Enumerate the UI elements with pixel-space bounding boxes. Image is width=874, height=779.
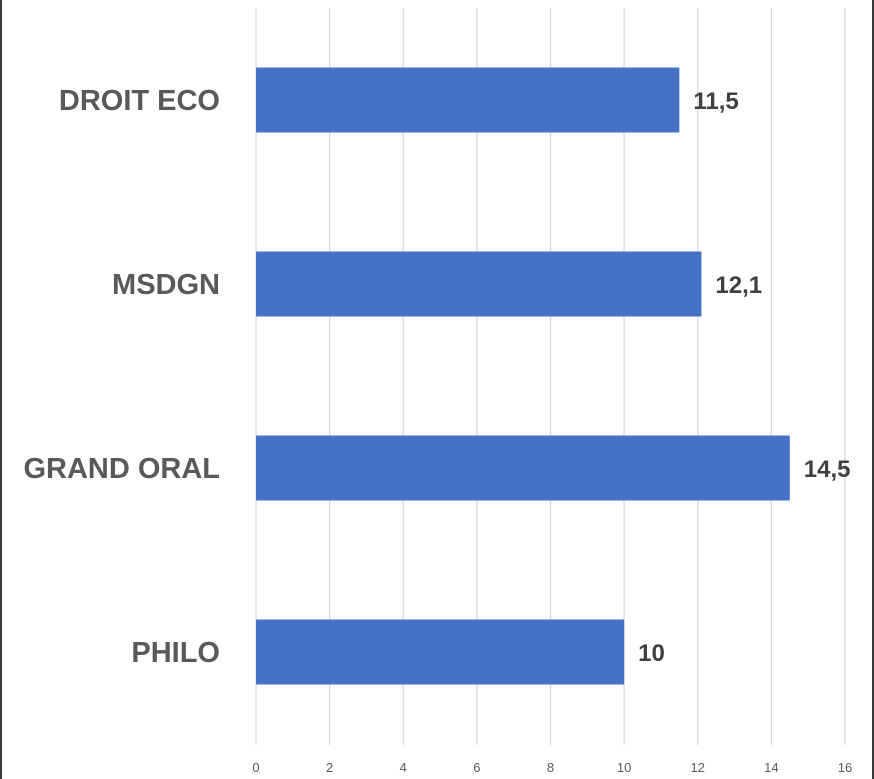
x-tick-label: 0 [252, 760, 259, 775]
bar [256, 251, 702, 317]
x-tick-label: 2 [326, 760, 333, 775]
data-label: 11,5 [693, 88, 738, 115]
category-label: GRAND ORAL [23, 453, 220, 485]
x-tick-label: 14 [764, 760, 778, 775]
data-label: 10 [638, 640, 665, 667]
bar [256, 435, 790, 501]
x-tick-label: 16 [838, 760, 852, 775]
category-label: PHILO [131, 637, 220, 669]
category-labels: DROIT ECO MSDGN GRAND ORAL PHILO [23, 85, 220, 669]
x-tick-label: 4 [400, 760, 407, 775]
x-tick-label: 12 [691, 760, 705, 775]
category-label: MSDGN [112, 269, 220, 301]
category-label: DROIT ECO [59, 85, 220, 117]
x-tick-label: 6 [473, 760, 480, 775]
x-tick-label: 8 [547, 760, 554, 775]
bars [256, 67, 790, 685]
bar [256, 619, 625, 685]
value-labels: 11,5 12,1 14,5 10 [638, 88, 850, 667]
data-label: 12,1 [715, 272, 762, 299]
x-tick-label: 10 [617, 760, 631, 775]
data-label: 14,5 [804, 456, 851, 483]
x-axis-ticks: 0 2 4 6 8 10 12 14 16 [252, 760, 852, 775]
bar [256, 67, 680, 133]
